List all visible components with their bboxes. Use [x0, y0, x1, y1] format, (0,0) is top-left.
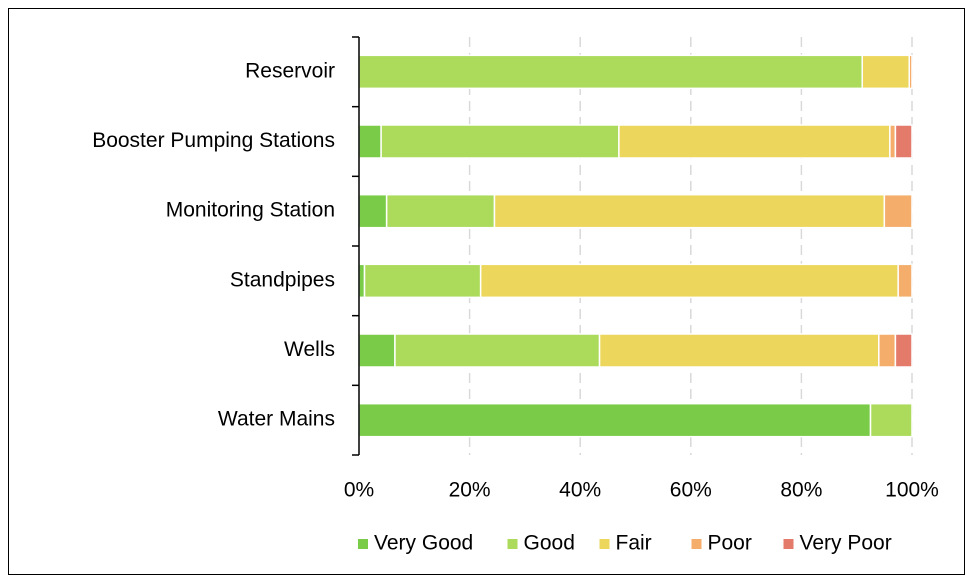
- legend-swatch: [507, 539, 518, 549]
- y-tick-label: Booster Pumping Stations: [92, 129, 335, 152]
- bar-segment: [358, 124, 382, 159]
- bar-segment: [894, 333, 913, 368]
- legend-label: Very Poor: [800, 532, 892, 555]
- bar-segment: [883, 193, 913, 229]
- x-tick-label: 100%: [885, 479, 939, 502]
- bar-segment: [618, 124, 891, 159]
- legend-label: Fair: [616, 532, 652, 555]
- y-tick-label: Reservoir: [245, 59, 335, 82]
- bar-segment: [363, 263, 482, 299]
- bar-segment: [861, 54, 910, 90]
- bar-segment: [894, 124, 913, 159]
- y-tick-label: Water Mains: [218, 408, 335, 431]
- bar-segment: [889, 124, 897, 159]
- legend-label: Good: [524, 532, 575, 555]
- x-tick-label: 40%: [559, 479, 601, 502]
- legend-swatch: [691, 539, 702, 549]
- y-tick-label: Standpipes: [230, 268, 335, 291]
- bar-segment: [380, 124, 620, 159]
- bar-segment: [869, 402, 913, 438]
- legend-swatch: [599, 539, 610, 549]
- y-tick-label: Monitoring Station: [166, 199, 335, 222]
- x-tick-label: 80%: [780, 479, 822, 502]
- bar-segment: [358, 402, 872, 438]
- legend-label: Very Good: [374, 532, 473, 555]
- bar-segment: [358, 263, 366, 299]
- x-tick-label: 60%: [670, 479, 712, 502]
- bar-segment: [479, 263, 899, 299]
- bar-segment: [385, 193, 496, 229]
- x-tick-label: 0%: [344, 479, 374, 502]
- bar-segment: [493, 193, 886, 229]
- bar-segment: [598, 333, 880, 368]
- y-tick-label: Wells: [284, 338, 335, 361]
- bar-segment: [394, 333, 601, 368]
- legend-swatch: [783, 539, 794, 549]
- bar-segment: [358, 333, 396, 368]
- bar-segment: [908, 54, 913, 90]
- bar-segment: [358, 54, 863, 90]
- legend-label: Poor: [708, 532, 752, 555]
- bar-segment: [897, 263, 913, 299]
- x-tick-label: 20%: [449, 479, 491, 502]
- bar-segment: [878, 333, 897, 368]
- bar-segment: [358, 193, 388, 229]
- legend-swatch: [358, 539, 368, 549]
